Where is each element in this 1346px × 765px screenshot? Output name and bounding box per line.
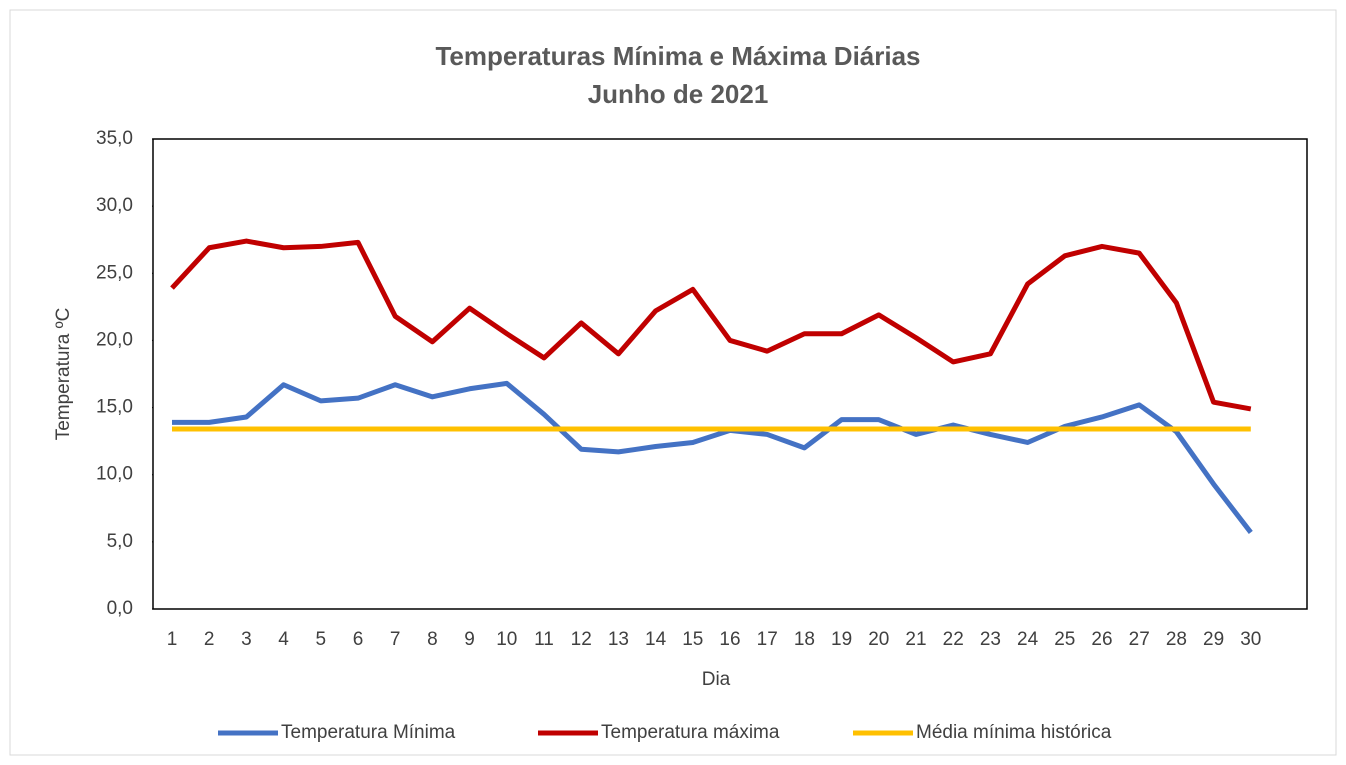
x-tick-label: 26 <box>1091 629 1112 650</box>
x-tick-label: 23 <box>980 629 1001 650</box>
y-tick-label: 25,0 <box>96 262 133 283</box>
x-tick-label: 5 <box>316 629 327 650</box>
x-tick-label: 14 <box>645 629 667 650</box>
x-tick-label: 6 <box>353 629 364 650</box>
x-tick-label: 21 <box>905 629 926 650</box>
x-tick-label: 24 <box>1017 629 1039 650</box>
plot-frame <box>152 138 1308 610</box>
legend-label: Média mínima histórica <box>916 722 1112 743</box>
y-tick-label: 30,0 <box>96 195 133 216</box>
x-tick-label: 4 <box>278 629 289 650</box>
x-tick-label: 16 <box>719 629 740 650</box>
x-axis-label: Dia <box>702 669 731 690</box>
x-tick-label: 25 <box>1054 629 1075 650</box>
x-tick-label: 9 <box>464 629 475 650</box>
line-series <box>170 238 1252 412</box>
x-tick-label: 28 <box>1166 629 1187 650</box>
legend-label: Temperatura máxima <box>601 722 780 743</box>
x-tick-label: 13 <box>608 629 629 650</box>
y-tick-label: 15,0 <box>96 397 133 418</box>
x-tick-label: 19 <box>831 629 852 650</box>
x-tick-label: 3 <box>241 629 252 650</box>
y-tick-label: 20,0 <box>96 329 133 350</box>
x-tick-label: 30 <box>1240 629 1261 650</box>
x-tick-label: 10 <box>496 629 517 650</box>
x-tick-label: 12 <box>571 629 592 650</box>
chart-title: Temperaturas Mínima e Máxima Diárias <box>435 41 920 71</box>
y-tick-label: 5,0 <box>107 531 133 552</box>
line-series <box>172 380 1253 534</box>
chart-subtitle: Junho de 2021 <box>588 79 769 109</box>
y-axis-label: Temperatura ºC <box>53 308 74 441</box>
x-tick-label: 8 <box>427 629 438 650</box>
x-tick-label: 1 <box>167 629 178 650</box>
y-tick-label: 0,0 <box>107 598 133 619</box>
legend-label: Temperatura Mínima <box>281 722 456 743</box>
x-tick-label: 7 <box>390 629 401 650</box>
x-tick-label: 18 <box>794 629 815 650</box>
x-tick-label: 29 <box>1203 629 1224 650</box>
chart-border <box>9 9 1337 756</box>
x-tick-label: 11 <box>534 629 554 650</box>
y-tick-label: 35,0 <box>96 128 133 149</box>
x-tick-label: 15 <box>682 629 703 650</box>
y-tick-label: 10,0 <box>96 464 133 485</box>
x-tick-label: 2 <box>204 629 215 650</box>
x-tick-label: 20 <box>868 629 889 650</box>
x-tick-label: 22 <box>943 629 964 650</box>
x-tick-label: 17 <box>757 629 778 650</box>
x-tick-label: 27 <box>1129 629 1150 650</box>
